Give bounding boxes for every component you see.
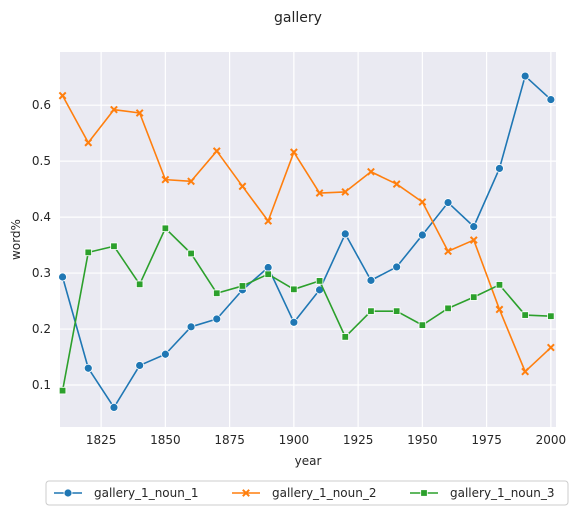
- x-tick-label: 1975: [471, 433, 502, 447]
- data-point: [366, 275, 376, 285]
- y-tick-label: 0.3: [32, 266, 51, 280]
- data-point: [83, 363, 93, 373]
- series-line: [61, 75, 552, 409]
- data-point: [58, 386, 67, 395]
- y-tick-label: 0.1: [32, 378, 51, 392]
- data-point: [547, 312, 555, 320]
- legend-entry: gallery_1_noun_3: [410, 486, 554, 500]
- data-point: [443, 198, 453, 207]
- data-point: [161, 224, 170, 233]
- legend-marker: [242, 489, 250, 497]
- y-tick-label: 0.2: [32, 322, 51, 336]
- data-point: [495, 305, 504, 314]
- x-tick-label: 2000: [536, 433, 567, 447]
- data-point: [520, 71, 530, 81]
- y-tick-label: 0.4: [32, 210, 51, 224]
- data-point: [263, 263, 273, 272]
- x-tick-label: 1875: [214, 433, 245, 447]
- data-point: [110, 105, 118, 114]
- data-point: [264, 270, 272, 278]
- data-point: [212, 314, 222, 324]
- data-point: [367, 307, 375, 315]
- data-point: [546, 343, 555, 352]
- legend-marker: [420, 489, 428, 497]
- data-point: [469, 236, 478, 244]
- series-gallery_1_noun_2: [58, 91, 555, 376]
- legend-label: gallery_1_noun_1: [94, 486, 198, 500]
- legend-label: gallery_1_noun_2: [272, 486, 376, 500]
- data-point: [495, 281, 504, 289]
- y-tick-labels: 0.1 0.2 0.3 0.4 0.5 0.6: [32, 98, 51, 392]
- data-point: [238, 282, 247, 290]
- x-axis-label: year: [295, 454, 322, 468]
- data-point: [187, 177, 195, 186]
- legend-entry: gallery_1_noun_1: [54, 486, 198, 500]
- y-tick-label: 0.6: [32, 98, 51, 112]
- data-point: [289, 148, 298, 157]
- x-tick-label: 1850: [150, 433, 181, 447]
- data-point: [186, 322, 196, 332]
- series-gallery_1_noun_1: [58, 71, 556, 412]
- x-tick-label: 1900: [279, 433, 310, 447]
- data-point: [135, 109, 144, 117]
- legend-frame: [45, 480, 569, 506]
- legend-label: gallery_1_noun_3: [450, 486, 554, 500]
- data-point: [84, 248, 92, 257]
- grid-lines: [60, 52, 556, 427]
- data-point: [470, 293, 478, 301]
- data-point: [392, 262, 402, 272]
- data-point: [315, 277, 324, 285]
- data-point: [213, 289, 221, 297]
- data-point: [341, 333, 349, 341]
- series-layer: [58, 71, 556, 412]
- x-tick-labels: 1825 1850 1875 1900 1925 1950 1975 2000: [86, 433, 566, 447]
- legend-marker: [63, 488, 73, 498]
- x-tick-label: 1925: [343, 433, 374, 447]
- data-point: [444, 247, 452, 256]
- series-line: [61, 95, 552, 373]
- data-point: [495, 164, 504, 173]
- plot-area: [60, 52, 556, 427]
- data-point: [315, 189, 324, 197]
- data-point: [264, 217, 273, 225]
- data-point: [417, 230, 427, 240]
- data-point: [58, 272, 67, 282]
- chart-title: gallery: [274, 10, 322, 26]
- series-gallery_1_noun_3: [58, 224, 555, 395]
- data-point: [392, 307, 401, 315]
- data-point: [58, 91, 67, 100]
- data-point: [546, 95, 556, 104]
- data-point: [418, 198, 427, 206]
- data-point: [238, 182, 247, 191]
- data-point: [521, 367, 530, 376]
- data-point: [187, 249, 195, 258]
- data-point: [444, 304, 452, 313]
- y-tick-label: 0.5: [32, 154, 51, 168]
- series-line: [61, 227, 551, 391]
- data-point: [340, 229, 350, 239]
- data-point: [109, 403, 119, 412]
- data-point: [289, 317, 299, 327]
- data-point: [212, 147, 221, 155]
- data-point: [469, 222, 479, 232]
- data-point: [418, 321, 427, 329]
- data-point: [367, 167, 375, 176]
- data-point: [135, 280, 144, 288]
- data-point: [84, 138, 93, 147]
- data-point: [135, 361, 145, 370]
- data-point: [341, 188, 350, 196]
- legend: gallery_1_noun_1 gallery_1_noun_2 gallery_…: [45, 480, 569, 506]
- data-point: [161, 175, 170, 184]
- data-point: [521, 311, 529, 319]
- x-tick-label: 1825: [86, 433, 117, 447]
- data-point: [290, 285, 298, 294]
- data-point: [392, 180, 401, 188]
- legend-entry: gallery_1_noun_2: [232, 486, 376, 500]
- data-point: [110, 242, 118, 250]
- x-tick-label: 1950: [407, 433, 438, 447]
- data-point: [160, 349, 170, 359]
- y-axis-label: word%: [9, 219, 23, 260]
